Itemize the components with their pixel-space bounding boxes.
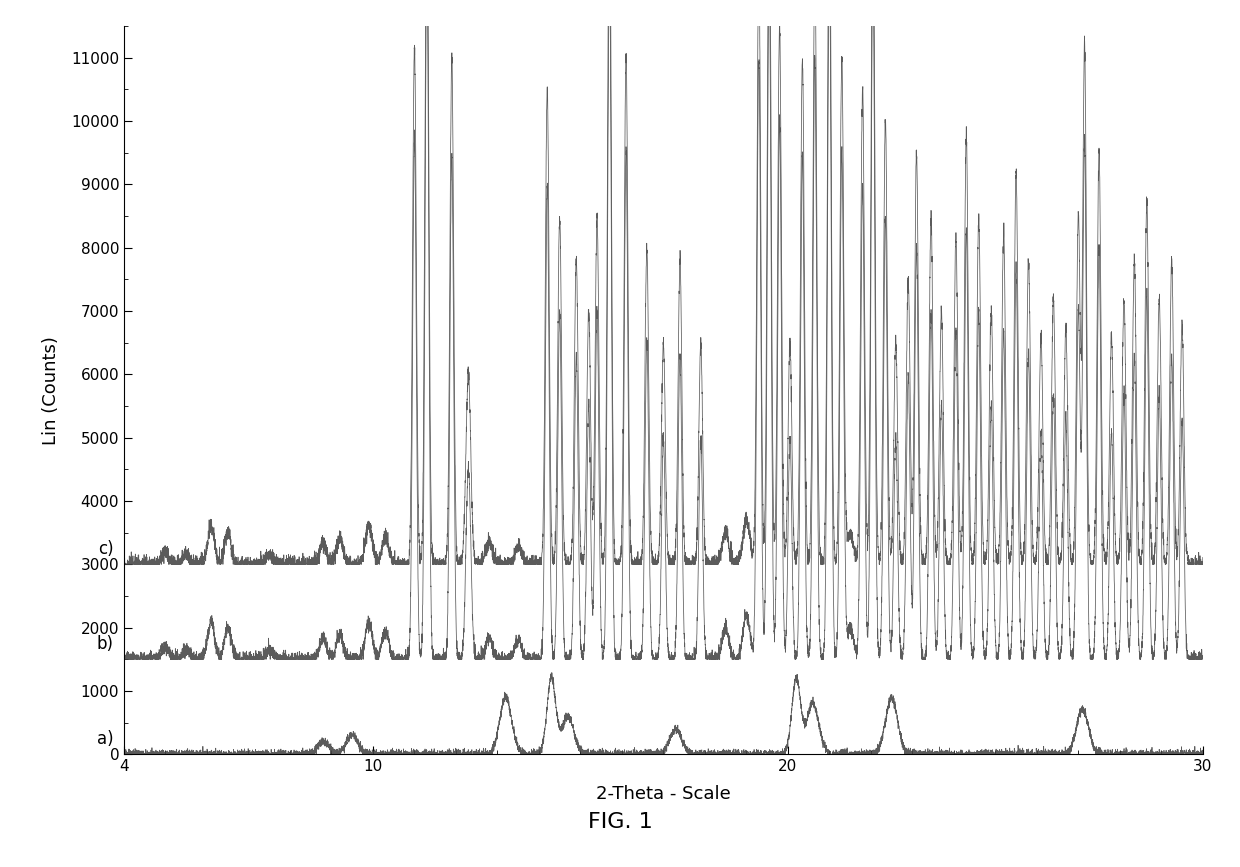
Text: a): a) (97, 730, 114, 748)
Text: FIG. 1: FIG. 1 (588, 812, 652, 832)
Y-axis label: Lin (Counts): Lin (Counts) (42, 336, 60, 445)
X-axis label: 2-Theta - Scale: 2-Theta - Scale (596, 786, 730, 803)
Text: c): c) (98, 540, 114, 558)
Text: b): b) (97, 635, 114, 653)
